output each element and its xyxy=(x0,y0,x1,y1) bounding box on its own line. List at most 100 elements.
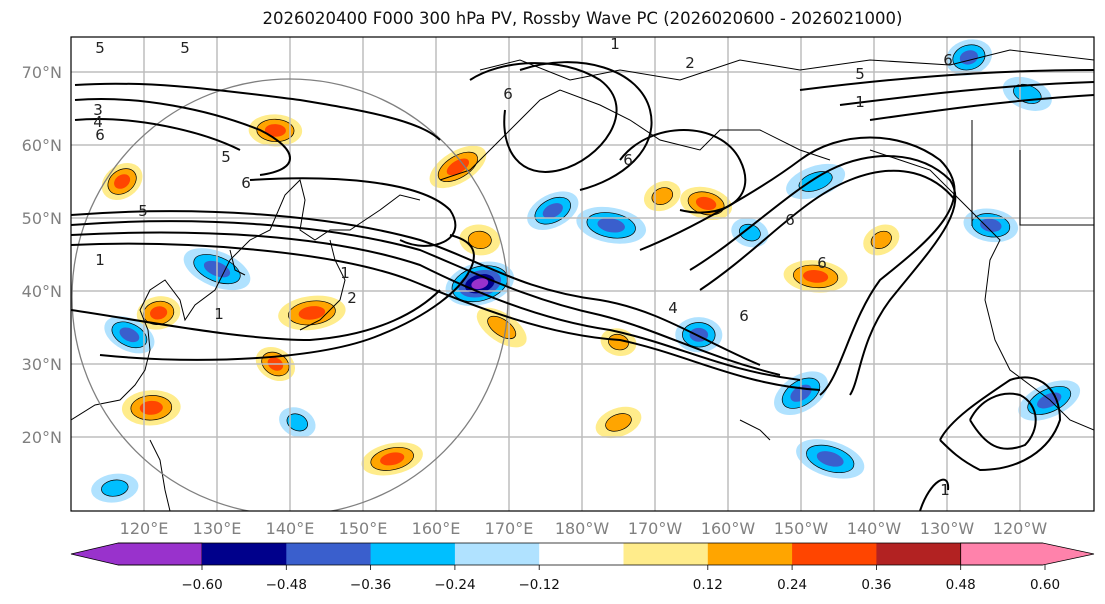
colorbar-extend-min xyxy=(70,542,203,566)
contour-value-label: 1 xyxy=(95,251,105,269)
colorbar-segment xyxy=(370,543,456,565)
contour-value-label: 5 xyxy=(221,148,231,166)
pc-anomaly-blob xyxy=(1002,76,1052,111)
lon-tick-label: 160°E xyxy=(412,519,461,538)
pv-contour-line xyxy=(71,231,801,381)
lon-tick-label: 150°E xyxy=(339,519,388,538)
lat-tick-label: 70°N xyxy=(22,63,62,82)
region-circle xyxy=(71,78,509,511)
pc-anomaly-blob xyxy=(361,442,423,476)
colorbar-tick-label: 0.12 xyxy=(693,577,723,593)
pv-contour-line xyxy=(699,169,956,291)
pc-anomaly-blob xyxy=(104,316,155,354)
pv-contour-line xyxy=(249,177,457,247)
colorbar-segment xyxy=(707,543,793,565)
pv-contour-line xyxy=(99,234,475,361)
lat-axis: 70°N 60°N 50°N 40°N 30°N 20°N xyxy=(22,63,62,447)
lon-axis: 120°E 130°E 140°E 150°E 160°E 170°E 180°W 170°W… xyxy=(120,519,1048,538)
pc-anomaly-blob xyxy=(576,206,647,244)
pc-anomaly-blob xyxy=(101,163,143,200)
contour-value-label: 1 xyxy=(340,264,350,282)
contour-value-label: 1 xyxy=(855,93,865,111)
pc-anomaly-blob xyxy=(248,114,303,147)
lat-tick-label: 60°N xyxy=(22,136,62,155)
pc-anomaly-blob xyxy=(675,317,723,353)
colorbar-tick-label: −0.60 xyxy=(181,577,222,593)
contour-value-label: 1 xyxy=(610,35,620,53)
coastline xyxy=(71,179,421,421)
pv-contour-line xyxy=(519,61,653,191)
contour-value-label: 5 xyxy=(180,39,190,57)
pc-anomaly-blob xyxy=(643,181,681,212)
pv-contour-line xyxy=(969,392,1037,450)
pc-anomaly-blob xyxy=(429,145,487,189)
contour-value-label: 6 xyxy=(241,174,251,192)
contour-value-label: 5 xyxy=(855,65,865,83)
contour-value-label: 5 xyxy=(95,39,105,57)
pv-contour-line xyxy=(799,69,1094,91)
pv-contour-line xyxy=(74,98,291,176)
lat-tick-label: 30°N xyxy=(22,355,62,374)
pc-anomaly-blob xyxy=(796,439,865,479)
coastline xyxy=(149,439,171,511)
pc-anomaly-blob xyxy=(527,191,579,230)
contour-value-label: 4 xyxy=(668,299,678,317)
coastline xyxy=(869,149,1094,431)
lon-tick-label: 130°E xyxy=(193,519,242,538)
contour-value-label: 4 xyxy=(93,113,103,131)
pv-contour-line xyxy=(919,478,950,511)
contour-value-label: 5 xyxy=(138,202,148,220)
coastline xyxy=(739,419,771,441)
colorbar-tick-label: −0.36 xyxy=(350,577,391,593)
pv-contour-line xyxy=(839,81,1094,106)
colorbar-segment xyxy=(454,543,540,565)
rossby-wave-shading xyxy=(91,39,1081,503)
colorbar-segment xyxy=(539,543,624,565)
colorbar-segment xyxy=(286,543,372,565)
lon-tick-label: 140°E xyxy=(266,519,315,538)
coastlines xyxy=(71,49,1094,511)
pc-anomaly-blob xyxy=(459,224,501,256)
pv-contour-line xyxy=(71,220,781,376)
contour-value-label: 6 xyxy=(785,211,795,229)
colorbar-tick-label: 0.36 xyxy=(861,577,891,593)
pv-contour-line xyxy=(689,155,957,396)
pc-anomaly-blob xyxy=(278,295,346,331)
contour-value-label: 1 xyxy=(940,481,950,499)
colorbar-tick-label: 0.60 xyxy=(1030,577,1060,593)
colorbar-extend-max xyxy=(960,542,1095,566)
contour-value-label: 3 xyxy=(93,101,103,119)
lon-tick-label: 130°W xyxy=(920,519,975,538)
pv-contour-line xyxy=(71,242,821,391)
plot-frame xyxy=(70,36,1095,512)
colorbar-segment xyxy=(202,543,287,565)
pv-contour-line xyxy=(71,289,441,342)
pv-contour-line xyxy=(939,376,1062,472)
coastline xyxy=(439,89,831,181)
chart-title: 2026020400 F000 300 hPa PV, Rossby Wave … xyxy=(262,9,903,28)
lat-tick-label: 50°N xyxy=(22,209,62,228)
colorbar-tick-label: −0.24 xyxy=(434,577,475,593)
lat-tick-label: 40°N xyxy=(22,282,62,301)
contour-value-label: 6 xyxy=(817,254,827,272)
lon-tick-label: 120°W xyxy=(993,519,1048,538)
colorbar-segment xyxy=(876,543,962,565)
pc-anomaly-blob xyxy=(963,208,1019,243)
colorbar-segment xyxy=(623,543,709,565)
lon-tick-label: 180°W xyxy=(555,519,610,538)
contour-value-label: 6 xyxy=(943,51,953,69)
contour-value-label: 6 xyxy=(503,85,513,103)
lon-tick-label: 160°W xyxy=(701,519,756,538)
contour-value-label: 6 xyxy=(623,151,633,169)
coastline xyxy=(1019,150,1094,226)
lon-tick-label: 150°W xyxy=(774,519,829,538)
pc-anomaly-blob xyxy=(863,224,900,256)
pc-anomaly-blob xyxy=(783,260,848,293)
lon-tick-label: 140°W xyxy=(847,519,902,538)
coastline xyxy=(299,239,346,331)
contour-value-label: 1 xyxy=(214,305,224,323)
contour-value-label: 2 xyxy=(347,289,357,307)
